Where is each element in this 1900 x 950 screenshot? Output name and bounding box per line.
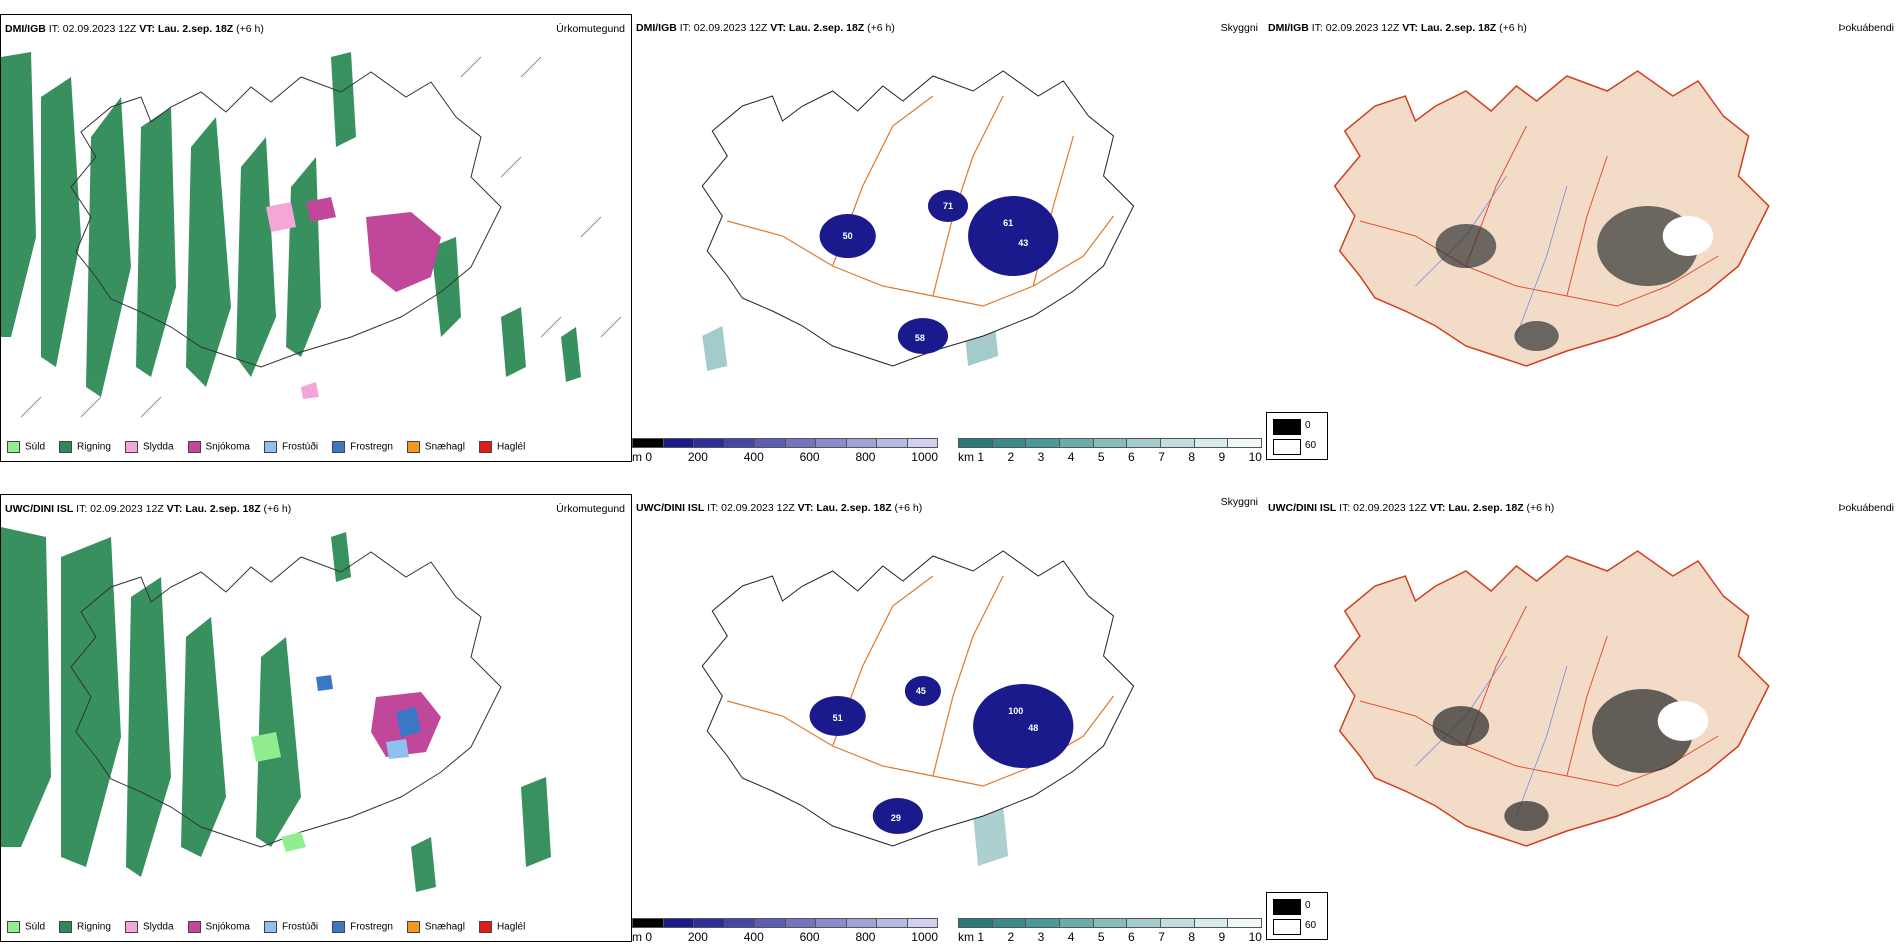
legend-item: Haglél xyxy=(478,921,525,933)
legend-item: Slydda xyxy=(124,441,174,453)
panel-header: UWC/DINI ISL IT: 02.09.2023 12Z VT: Lau.… xyxy=(636,502,923,514)
fog-index-panel: DMI/IGB IT: 02.09.2023 12Z VT: Lau. 2.se… xyxy=(1264,14,1900,462)
swatch-rigning xyxy=(59,441,73,453)
precip-legend: Súld Rigning Slydda Snjókoma Frostúði Fr… xyxy=(7,921,525,933)
panel-title: Skyggni xyxy=(1220,496,1258,508)
vis-label: 43 xyxy=(1018,238,1028,248)
vis-label: 100 xyxy=(1008,706,1023,716)
precip-type-panel: DMI/IGB IT: 02.09.2023 12Z VT: Lau. 2.se… xyxy=(0,14,632,462)
panel-title: Úrkomutegund xyxy=(556,503,625,515)
swatch-frostregn xyxy=(332,441,346,453)
panel-header: DMI/IGB IT: 02.09.2023 12Z VT: Lau. 2.se… xyxy=(636,22,895,34)
panel-header: DMI/IGB IT: 02.09.2023 12Z VT: Lau. 2.se… xyxy=(5,23,264,35)
visibility-map: 50 71 61 43 58 xyxy=(701,70,1135,371)
legend-item: Frostúði xyxy=(263,441,318,453)
fog-map xyxy=(1333,550,1770,847)
visibility-colorbar xyxy=(958,918,1262,928)
swatch-frostudi xyxy=(263,921,277,933)
legend-item: Haglél xyxy=(478,441,525,453)
swatch-sudl xyxy=(7,921,20,933)
swatch-haglel xyxy=(478,921,492,933)
legend-item: Snjókoma xyxy=(187,921,250,933)
fog-swatch-high xyxy=(1273,419,1301,435)
visibility-panel: DMI/IGB IT: 02.09.2023 12Z VT: Lau. 2.se… xyxy=(632,14,1264,464)
swatch-snaehagl xyxy=(406,441,420,453)
swatch-snjokoma xyxy=(187,921,201,933)
cloudbase-ticks: m 0 200 400 600 800 1000 xyxy=(632,450,938,464)
vis-label: 48 xyxy=(1028,723,1038,733)
legend-item: Súld xyxy=(7,921,45,933)
legend-item: Slydda xyxy=(124,921,174,933)
swatch-sudl xyxy=(7,441,20,453)
cloudbase-ticks: m 0 200 400 600 800 1000 xyxy=(632,930,938,944)
legend-item: Frostregn xyxy=(332,441,393,453)
fog-index-panel: UWC/DINI ISL IT: 02.09.2023 12Z VT: Lau.… xyxy=(1264,494,1900,942)
fog-swatch-low xyxy=(1273,919,1301,935)
precip-map xyxy=(1,52,622,418)
swatch-snjokoma xyxy=(187,441,201,453)
cloudbase-colorbar xyxy=(632,438,938,448)
fog-legend: 0 60 xyxy=(1266,892,1328,940)
panel-header: UWC/DINI ISL IT: 02.09.2023 12Z VT: Lau.… xyxy=(5,503,292,515)
swatch-slydda xyxy=(124,441,138,453)
fog-swatch-low xyxy=(1273,439,1301,455)
vis-label: 61 xyxy=(1003,218,1013,228)
precip-legend: Súld Rigning Slydda Snjókoma Frostúði Fr… xyxy=(7,441,525,453)
panel-title: Skyggni xyxy=(1220,22,1258,34)
panel-title: Þokuábendi xyxy=(1838,22,1894,34)
precip-type-panel: UWC/DINI ISL IT: 02.09.2023 12Z VT: Lau.… xyxy=(0,494,632,942)
swatch-frostudi xyxy=(263,441,277,453)
fog-legend: 0 60 xyxy=(1266,412,1328,460)
vis-label: 58 xyxy=(915,333,925,343)
swatch-snaehagl xyxy=(406,921,420,933)
fog-map xyxy=(1333,70,1770,367)
vis-label: 50 xyxy=(843,231,853,241)
legend-item: Rigning xyxy=(59,441,111,453)
swatch-slydda xyxy=(124,921,138,933)
panel-header: DMI/IGB IT: 02.09.2023 12Z VT: Lau. 2.se… xyxy=(1268,22,1527,34)
legend-item: Snjókoma xyxy=(187,441,250,453)
panel-title: Þokuábendi xyxy=(1838,502,1894,514)
swatch-frostregn xyxy=(332,921,346,933)
vis-label: 51 xyxy=(833,713,843,723)
panel-header: UWC/DINI ISL IT: 02.09.2023 12Z VT: Lau.… xyxy=(1268,502,1555,514)
visibility-colorbar xyxy=(958,438,1262,448)
legend-item: Súld xyxy=(7,441,45,453)
visibility-panel: UWC/DINI ISL IT: 02.09.2023 12Z VT: Lau.… xyxy=(632,494,1264,944)
legend-item: Snæhagl xyxy=(406,441,465,453)
legend-item: Snæhagl xyxy=(406,921,465,933)
vis-label: 71 xyxy=(943,201,953,211)
cloudbase-colorbar xyxy=(632,918,938,928)
swatch-haglel xyxy=(478,441,492,453)
vis-label: 29 xyxy=(891,813,901,823)
fog-swatch-high xyxy=(1273,899,1301,915)
visibility-map: 51 45 100 48 29 xyxy=(701,550,1135,866)
legend-item: Rigning xyxy=(59,921,111,933)
panel-title: Úrkomutegund xyxy=(556,23,625,35)
vis-label: 45 xyxy=(916,686,926,696)
legend-item: Frostregn xyxy=(332,921,393,933)
legend-item: Frostúði xyxy=(263,921,318,933)
precip-map xyxy=(1,527,551,892)
swatch-rigning xyxy=(59,921,73,933)
